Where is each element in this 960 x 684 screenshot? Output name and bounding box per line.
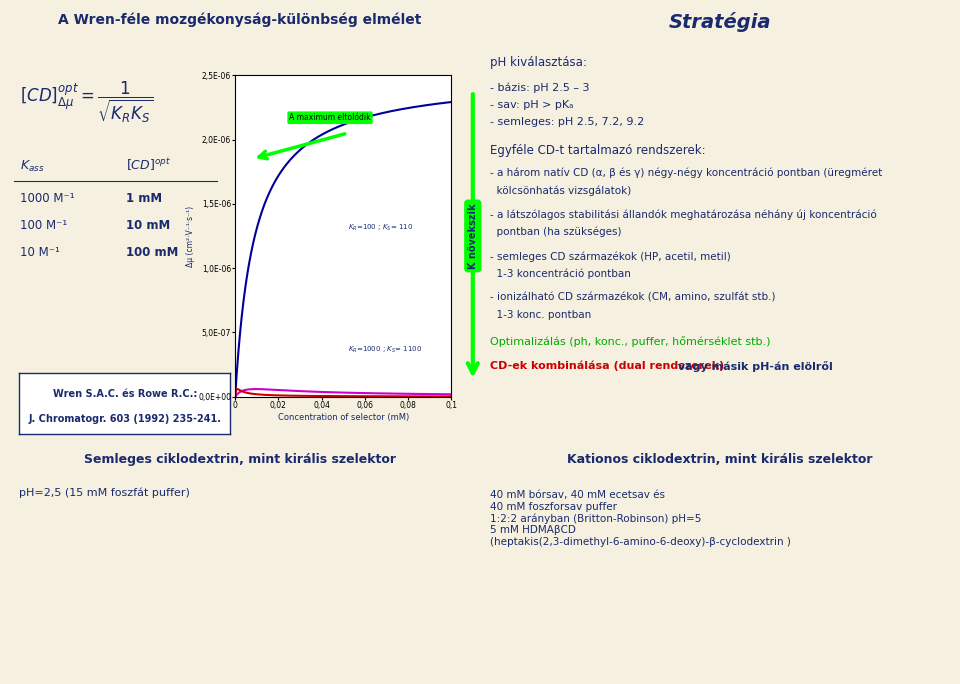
Text: 10 mM: 10 mM [126, 219, 170, 232]
Text: 1 mM: 1 mM [126, 192, 162, 205]
Text: A maximum eltolódik: A maximum eltolódik [289, 114, 371, 122]
Y-axis label: Δμ (cm²·V⁻¹·s⁻¹): Δμ (cm²·V⁻¹·s⁻¹) [186, 205, 195, 267]
Text: - a három natív CD (α, β és γ) négy-négy koncentráció pontban (üregméret: - a három natív CD (α, β és γ) négy-négy… [490, 168, 882, 179]
Text: kölcsönhatás vizsgálatok): kölcsönhatás vizsgálatok) [490, 185, 631, 196]
Text: - a látszólagos stabilitási állandók meghatározása néhány új koncentráció: - a látszólagos stabilitási állandók meg… [490, 209, 876, 220]
Text: $\it{K}_{ass}$: $\it{K}_{ass}$ [20, 159, 45, 174]
Text: A Wren-féle mozgékonyság-különbség elmélet: A Wren-féle mozgékonyság-különbség elmél… [59, 13, 421, 27]
Text: J. Chromatogr. 603 (1992) 235-241.: J. Chromatogr. 603 (1992) 235-241. [28, 414, 222, 424]
Text: 10 M⁻¹: 10 M⁻¹ [20, 246, 60, 259]
Text: K növekszik: K növekszik [468, 203, 478, 269]
Text: 100 mM: 100 mM [126, 246, 179, 259]
Text: - semleges: pH 2.5, 7.2, 9.2: - semleges: pH 2.5, 7.2, 9.2 [490, 117, 644, 127]
Text: pontban (ha szükséges): pontban (ha szükséges) [490, 227, 621, 237]
Text: $[CD]^{opt}$: $[CD]^{opt}$ [126, 157, 171, 173]
Text: pH=2,5 (15 mM foszfát puffer): pH=2,5 (15 mM foszfát puffer) [19, 488, 190, 499]
Text: Optimalizálás (ph, konc., puffer, hőmérséklet stb.): Optimalizálás (ph, konc., puffer, hőmérs… [490, 337, 770, 347]
Text: Semleges ciklodextrin, mint királis szelektor: Semleges ciklodextrin, mint királis szel… [84, 453, 396, 466]
Text: $[CD]^{opt}_{\Delta\mu} = \dfrac{1}{\sqrt{K_R K_S}}$: $[CD]^{opt}_{\Delta\mu} = \dfrac{1}{\sqr… [20, 79, 154, 125]
Text: Egyféle CD-t tartalmazó rendszerek:: Egyféle CD-t tartalmazó rendszerek: [490, 144, 706, 157]
Text: Stratégia: Stratégia [669, 12, 771, 32]
Text: $K_R$=1000 ; $K_S$= 1100: $K_R$=1000 ; $K_S$= 1100 [348, 345, 421, 355]
Text: 1000 M⁻¹: 1000 M⁻¹ [20, 192, 75, 205]
Text: Kationos ciklodextrin, mint királis szelektor: Kationos ciklodextrin, mint királis szel… [567, 453, 873, 466]
Text: - semleges CD származékok (HP, acetil, metil): - semleges CD származékok (HP, acetil, m… [490, 251, 731, 262]
Text: 1-3 konc. pontban: 1-3 konc. pontban [490, 310, 590, 320]
Text: pH kiválasztása:: pH kiválasztása: [490, 57, 587, 70]
Text: - sav: pH > pKₐ: - sav: pH > pKₐ [490, 100, 573, 110]
Text: Wren S.A.C. és Rowe R.C.:: Wren S.A.C. és Rowe R.C.: [53, 389, 197, 399]
Text: $K_R$=100 ; $K_S$= 110: $K_R$=100 ; $K_S$= 110 [348, 222, 413, 233]
Text: CD-ek kombinálása (dual rendszerek): CD-ek kombinálása (dual rendszerek) [490, 360, 724, 371]
Text: 1-3 koncentráció pontban: 1-3 koncentráció pontban [490, 268, 631, 279]
Text: 100 M⁻¹: 100 M⁻¹ [20, 219, 67, 232]
Text: vagy másik pH-án elölről: vagy másik pH-án elölről [674, 360, 833, 371]
Text: 40 mM bórsav, 40 mM ecetsav és
40 mM foszforsav puffer
1:2:2 arányban (Britton-R: 40 mM bórsav, 40 mM ecetsav és 40 mM fos… [490, 490, 790, 547]
Text: - bázis: pH 2.5 – 3: - bázis: pH 2.5 – 3 [490, 83, 589, 93]
X-axis label: Concentration of selector (mM): Concentration of selector (mM) [277, 412, 409, 421]
Text: - ionizálható CD származékok (CM, amino, szulfát stb.): - ionizálható CD származékok (CM, amino,… [490, 293, 775, 303]
